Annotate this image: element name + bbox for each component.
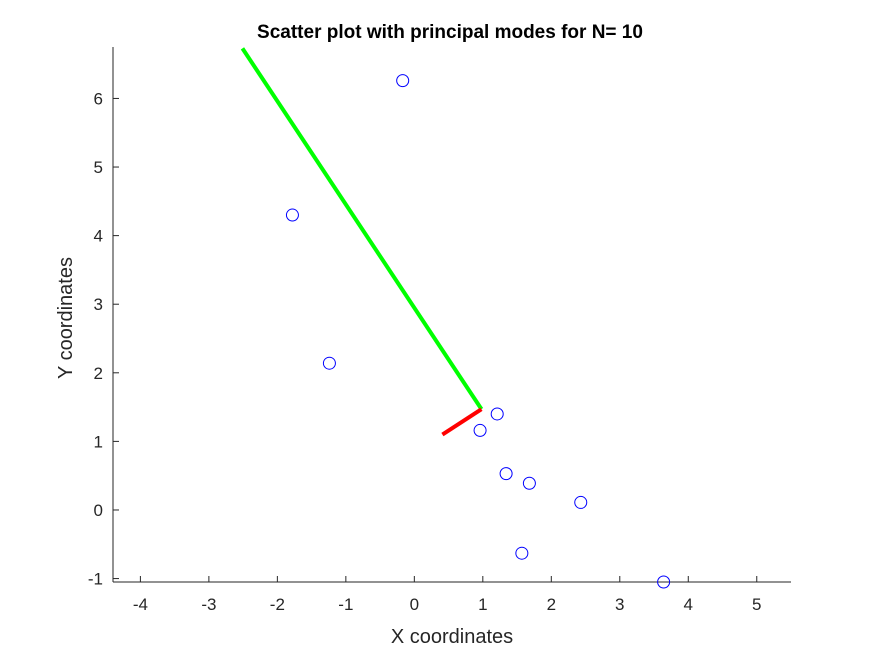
x-tick-label: 2 — [547, 595, 556, 614]
x-tick-label: 5 — [752, 595, 761, 614]
principal-mode-line-1 — [240, 47, 484, 411]
y-tick-label: 6 — [94, 89, 103, 108]
y-tick-label: -1 — [88, 570, 103, 589]
data-points — [285, 74, 671, 589]
y-tick-label: 2 — [94, 364, 103, 383]
y-tick-label: 0 — [94, 501, 103, 520]
data-point — [285, 208, 299, 222]
data-point — [515, 546, 529, 560]
data-point — [396, 74, 410, 88]
x-tick-label: -4 — [133, 595, 148, 614]
data-point — [322, 356, 336, 370]
x-ticks: -4 -3 -2 -1 0 1 2 3 4 5 — [133, 576, 761, 614]
y-tick-label: 5 — [94, 158, 103, 177]
x-tick-label: 3 — [615, 595, 624, 614]
data-point — [522, 476, 536, 490]
x-tick-label: 0 — [410, 595, 419, 614]
y-tick-label: 1 — [94, 432, 103, 451]
x-tick-label: -2 — [270, 595, 285, 614]
y-tick-label: 4 — [94, 227, 103, 246]
x-axis-label: X coordinates — [391, 626, 513, 648]
chart-title: Scatter plot with principal modes for N=… — [257, 22, 643, 43]
data-point — [490, 407, 504, 421]
data-point — [473, 423, 487, 437]
data-point — [574, 495, 588, 509]
x-tick-label: -1 — [338, 595, 353, 614]
y-ticks: -1 0 1 2 3 4 5 6 — [88, 89, 119, 589]
y-axis-label: Y coordinates — [55, 257, 77, 379]
principal-modes — [240, 47, 484, 437]
y-tick-label: 3 — [94, 295, 103, 314]
x-tick-label: 4 — [684, 595, 693, 614]
principal-mode-line-2 — [441, 407, 483, 437]
x-tick-label: 1 — [478, 595, 487, 614]
data-point — [657, 575, 671, 589]
data-point — [499, 467, 513, 481]
axes — [112, 47, 791, 583]
x-tick-label: -3 — [201, 595, 216, 614]
